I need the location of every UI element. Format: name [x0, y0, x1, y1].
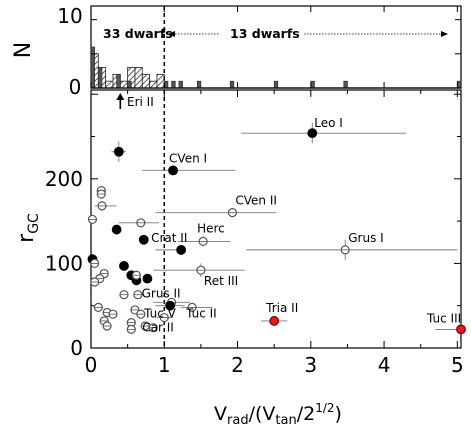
point [119, 261, 129, 271]
hist-ytick-label: 0 [69, 75, 82, 99]
histogram-bar-solid [457, 80, 462, 89]
histogram-bar-hatched [141, 73, 151, 89]
x-tick-label: 3 [304, 353, 317, 377]
x-tick-label: 5 [451, 353, 464, 377]
point-cven-i [168, 165, 178, 176]
x-tick-labels: 0 1 2 3 4 5 [85, 353, 464, 377]
y-tick-label: 0 [70, 336, 83, 360]
histogram-bar-solid [98, 67, 103, 89]
data-points [87, 128, 466, 335]
point-leo-i [307, 128, 318, 139]
histogram-bar-solid [343, 80, 348, 89]
histogram-bar-hatched [149, 80, 158, 89]
histogram-bar-hatched [134, 67, 143, 89]
right-count-label: 13 dwarfs [230, 26, 300, 41]
point-tuc-v [165, 300, 176, 311]
label-grus-i: Grus I [348, 231, 383, 245]
histogram-bar-solid [273, 80, 279, 89]
label-car-ii: Car II [142, 321, 174, 335]
label-leo-i: Leo I [314, 116, 343, 130]
point [138, 234, 149, 245]
scatter-panel: Leo I CVen I CVen II Herc Crat II Grus I Ret I… [14, 89, 466, 428]
label-grus-ii: Grus II [142, 286, 181, 300]
x-tick-label: 0 [85, 353, 98, 377]
label-tuc-v: Tuc V [143, 307, 177, 321]
label-tuc-iii: Tuc III [426, 311, 461, 325]
x-axis-label: Vrad/(Vtan/21/2) [214, 401, 342, 428]
histogram-bars [90, 6, 462, 89]
histogram-bar-solid [127, 80, 132, 89]
point [113, 146, 124, 157]
y-tick-label: 200 [45, 167, 83, 191]
label-tuc-ii: Tuc II [185, 306, 217, 320]
label-herc: Herc [197, 221, 225, 235]
histogram-bar-solid [90, 46, 95, 89]
point-crat-ii [176, 244, 187, 255]
histogram-bar-hatched [105, 80, 114, 89]
histogram-bar-solid [196, 80, 202, 89]
count-arrowhead-right [441, 31, 448, 37]
eri-ii-arrow [116, 93, 125, 109]
x-tick-label: 1 [158, 353, 171, 377]
y-axis-label: rGC [14, 213, 42, 243]
histogram-bar-hatched [119, 80, 129, 89]
y-tick-labels: 0 100 200 [45, 167, 83, 360]
hist-ytick-label: 10 [57, 4, 82, 28]
left-count-label: 33 dwarfs [103, 26, 173, 41]
histogram-bar-hatched [156, 73, 165, 89]
label-cven-ii: CVen II [235, 194, 277, 208]
x-tick-label: 4 [378, 353, 391, 377]
histogram-bar-solid [229, 80, 235, 89]
label-ret-iii: Ret III [204, 274, 238, 288]
label-cven-i: CVen I [169, 151, 207, 165]
histogram-ticks [90, 6, 461, 89]
arrow-head [116, 93, 125, 100]
histogram-bar-solid [116, 74, 121, 89]
y-tick-label: 100 [45, 251, 83, 275]
histogram-panel: 10 0 N 33 dwarfs 13 dwarfs [11, 4, 462, 99]
histogram-bar-solid [310, 80, 315, 89]
hist-ylabel: N [11, 42, 36, 58]
eri-ii-label: Eri II [127, 95, 154, 109]
count-arrowhead-left [168, 31, 175, 37]
label-tria-ii: Tria II [265, 301, 298, 315]
histogram-bar-solid [171, 80, 176, 89]
histogram-bar-solid [178, 80, 183, 89]
label-crat-ii: Crat II [151, 231, 187, 245]
point [142, 273, 153, 284]
point-tria-ii [269, 316, 280, 326]
point-labels: Leo I CVen I CVen II Herc Crat II Grus I Ret I… [142, 116, 462, 334]
x-tick-label: 2 [231, 353, 244, 377]
point-tuc-iii [456, 324, 466, 335]
point [111, 224, 122, 235]
